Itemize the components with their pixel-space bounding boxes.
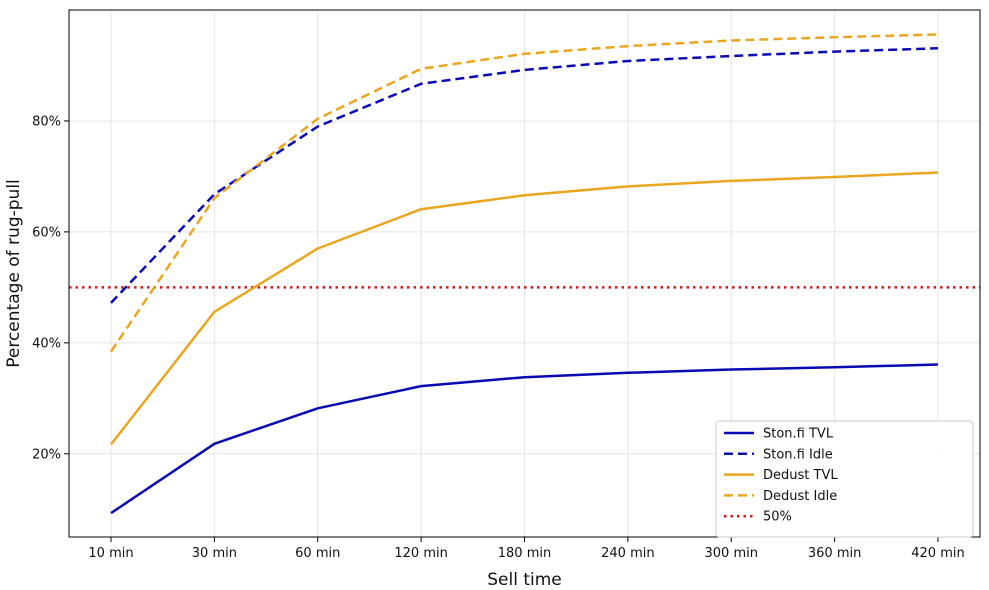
x-tick-label: 10 min <box>88 546 133 561</box>
y-tick-label: 60% <box>32 225 61 240</box>
y-axis-title: Percentage of rug-pull <box>4 179 24 368</box>
y-axis-ticks: 20% 40% 60% 80% <box>32 114 69 462</box>
x-tick-label: 180 min <box>498 546 551 561</box>
x-tick-label: 300 min <box>705 546 758 561</box>
series-line-dedust-idle <box>109 33 939 353</box>
y-tick-label: 20% <box>32 447 61 462</box>
x-tick-label: 420 min <box>911 546 964 561</box>
y-tick-label: 40% <box>32 336 61 351</box>
legend-box <box>715 420 974 538</box>
x-axis-ticks: 10 min 30 min 60 min 120 min 180 min 240 min 3… <box>88 537 965 561</box>
legend: Ston.fi TVL Ston.fi Idle Dedust TVL Dedust … <box>715 420 974 538</box>
series-line-dedust-tvl <box>110 171 939 446</box>
legend-label: Ston.fi Idle <box>763 447 833 462</box>
legend-label: Dedust Idle <box>763 489 837 504</box>
x-tick-label: 60 min <box>295 546 340 561</box>
legend-label: Ston.fi TVL <box>763 427 834 442</box>
legend-label: Dedust TVL <box>763 468 838 483</box>
x-axis-title: Sell time <box>487 570 562 590</box>
x-tick-label: 240 min <box>601 546 654 561</box>
series-layer <box>109 33 939 515</box>
x-tick-label: 360 min <box>808 546 861 561</box>
x-tick-label: 30 min <box>192 546 237 561</box>
y-tick-label: 80% <box>32 114 61 129</box>
x-tick-label: 120 min <box>394 546 447 561</box>
series-line-ston-fi-tvl <box>110 363 939 515</box>
legend-label: 50% <box>763 510 792 525</box>
